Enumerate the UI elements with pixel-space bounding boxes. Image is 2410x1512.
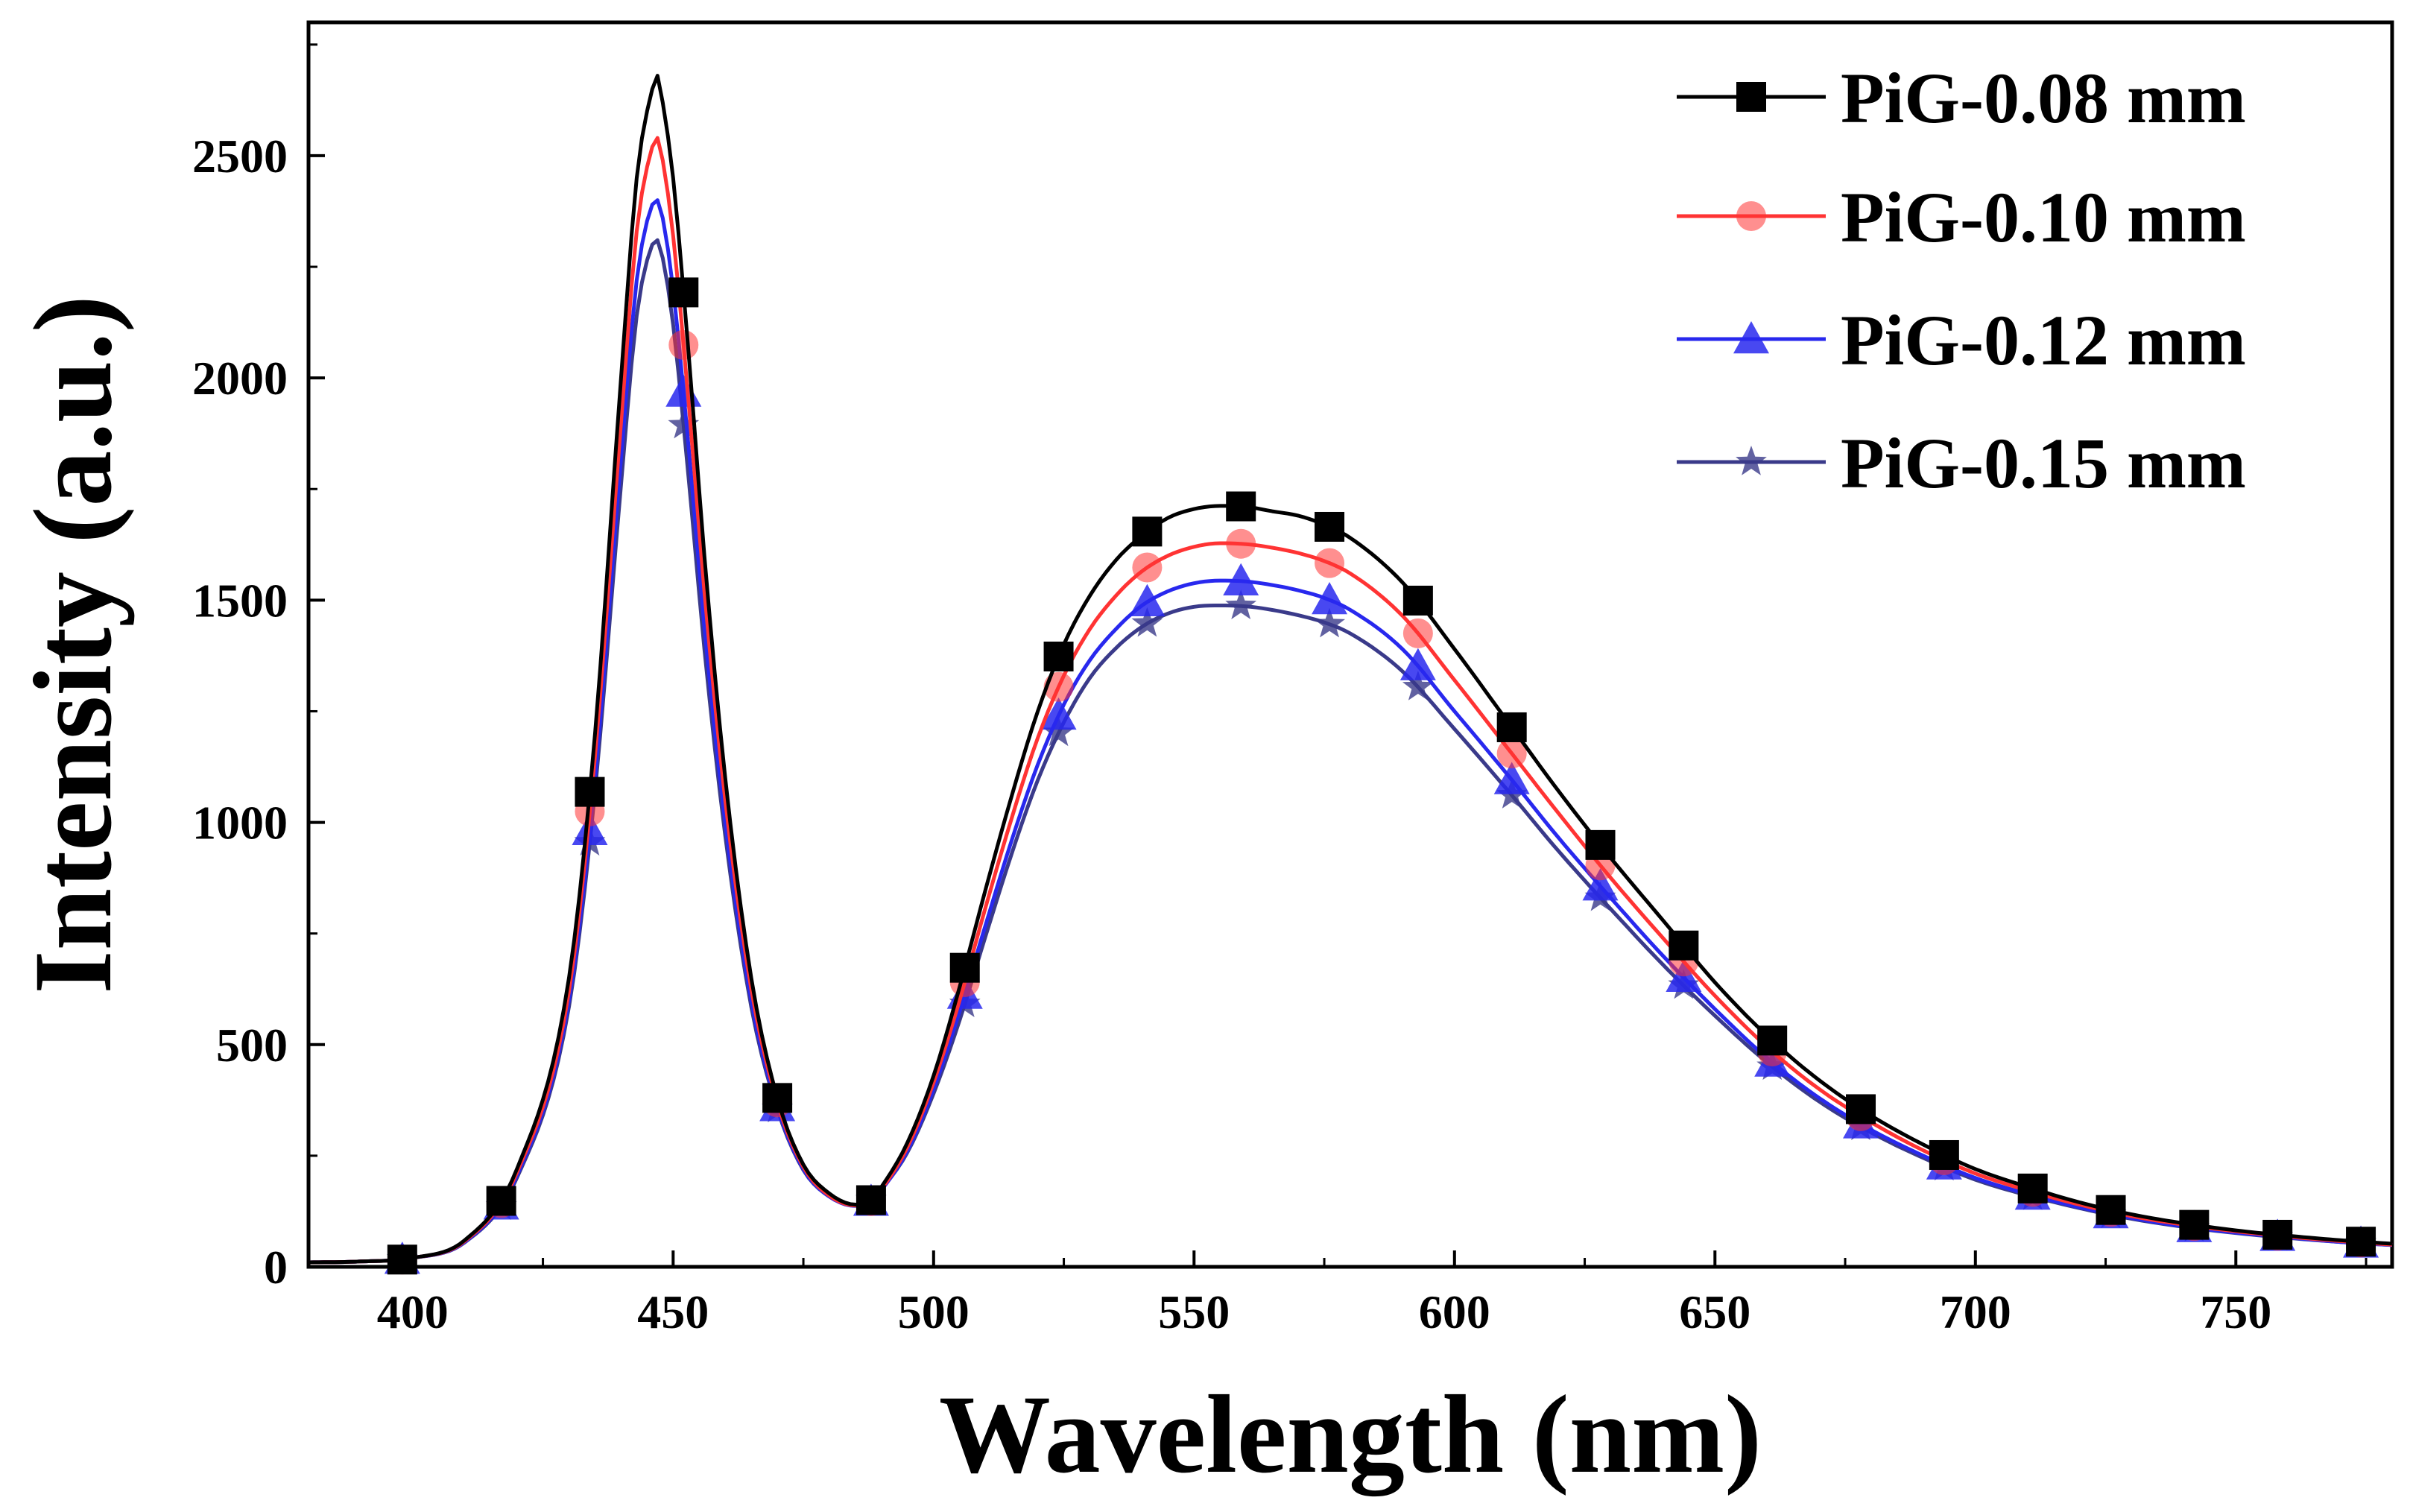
data-point: [665, 374, 702, 407]
data-point: [1585, 829, 1616, 860]
data-point: [2346, 1227, 2376, 1257]
legend-label: PiG-0.12 mm: [1841, 300, 2246, 380]
data-point: [949, 952, 980, 983]
legend-item-pig-0-08-mm: PiG-0.08 mm: [1677, 58, 2246, 138]
data-point: [2179, 1209, 2210, 1240]
x-tick-label: 650: [1679, 1285, 1750, 1338]
data-point: [668, 408, 700, 439]
data-point: [762, 1083, 793, 1113]
data-point: [668, 329, 699, 360]
data-point: [1132, 552, 1163, 583]
y-tick-label: 2000: [192, 352, 288, 405]
data-point: [1496, 712, 1527, 742]
data-point: [2262, 1219, 2293, 1250]
x-tick-label: 400: [377, 1285, 449, 1338]
data-point: [1846, 1094, 1876, 1124]
data-point: [575, 776, 605, 807]
data-point: [1312, 582, 1348, 615]
legend-label: PiG-0.10 mm: [1841, 177, 2246, 257]
data-point: [1225, 589, 1257, 619]
data-point: [1043, 641, 1074, 671]
data-point: [1226, 491, 1256, 522]
data-point: [1757, 1025, 1788, 1056]
y-tick-label: 500: [216, 1019, 288, 1072]
data-point: [1226, 528, 1256, 559]
data-point: [1493, 762, 1530, 794]
data-point: [1399, 648, 1436, 680]
data-point: [1040, 697, 1077, 730]
axis-ticks: 400 450 500 550 600 650 700 750 0 500 1000 1500 2000…: [192, 43, 2368, 1338]
legend-label: PiG-0.15 mm: [1841, 423, 2246, 503]
data-point: [1669, 930, 1699, 961]
legend-marker: [1736, 82, 1766, 112]
x-tick-label: 550: [1158, 1285, 1230, 1338]
y-tick-label: 0: [264, 1241, 288, 1294]
data-point: [1402, 618, 1433, 648]
x-axis-title: Wavelength (nm): [939, 1373, 1762, 1496]
legend-item-pig-0-15-mm: PiG-0.15 mm: [1677, 423, 2246, 503]
data-point: [1929, 1139, 1959, 1170]
y-tick-label: 1000: [192, 797, 288, 850]
legend-label: PiG-0.08 mm: [1841, 58, 2246, 138]
data-point: [1315, 548, 1345, 578]
data-point: [1315, 511, 1345, 542]
data-point: [1129, 583, 1166, 616]
legend-marker: [1733, 321, 1769, 354]
legend-marker: [1736, 201, 1766, 231]
data-point: [1402, 671, 1434, 700]
series-pig-0-08-mm: [308, 74, 2393, 1275]
y-tick-label: 1500: [192, 574, 288, 627]
legend-marker: [1736, 446, 1767, 475]
legend-item-pig-0-12-mm: PiG-0.12 mm: [1677, 300, 2246, 380]
data-point: [2096, 1195, 2126, 1225]
data-point: [1043, 716, 1075, 747]
data-point: [668, 277, 699, 308]
x-tick-label: 450: [637, 1285, 709, 1338]
x-tick-label: 700: [1940, 1285, 2011, 1338]
data-point: [387, 1244, 417, 1275]
data-point: [1496, 738, 1527, 769]
data-point: [1131, 607, 1163, 637]
data-point: [1223, 563, 1259, 596]
x-tick-label: 750: [2200, 1285, 2271, 1338]
data-point: [1314, 607, 1345, 638]
legend: PiG-0.08 mm PiG-0.10 mm PiG-0.12 mm PiG-0.1…: [1677, 58, 2246, 503]
legend-item-pig-0-10-mm: PiG-0.10 mm: [1677, 177, 2246, 257]
y-axis-title: Intensity (a.u.): [11, 295, 135, 994]
data-point: [486, 1186, 516, 1216]
plot-frame: [306, 20, 2394, 1269]
x-tick-label: 600: [1419, 1285, 1490, 1338]
series-layer: [308, 74, 2393, 1275]
data-point: [855, 1185, 886, 1215]
data-point: [1402, 585, 1433, 616]
data-point: [2017, 1173, 2048, 1203]
data-point: [1132, 516, 1163, 547]
y-tick-label: 2500: [192, 130, 288, 183]
data-point: [1582, 868, 1619, 901]
x-tick-label: 500: [898, 1285, 970, 1338]
